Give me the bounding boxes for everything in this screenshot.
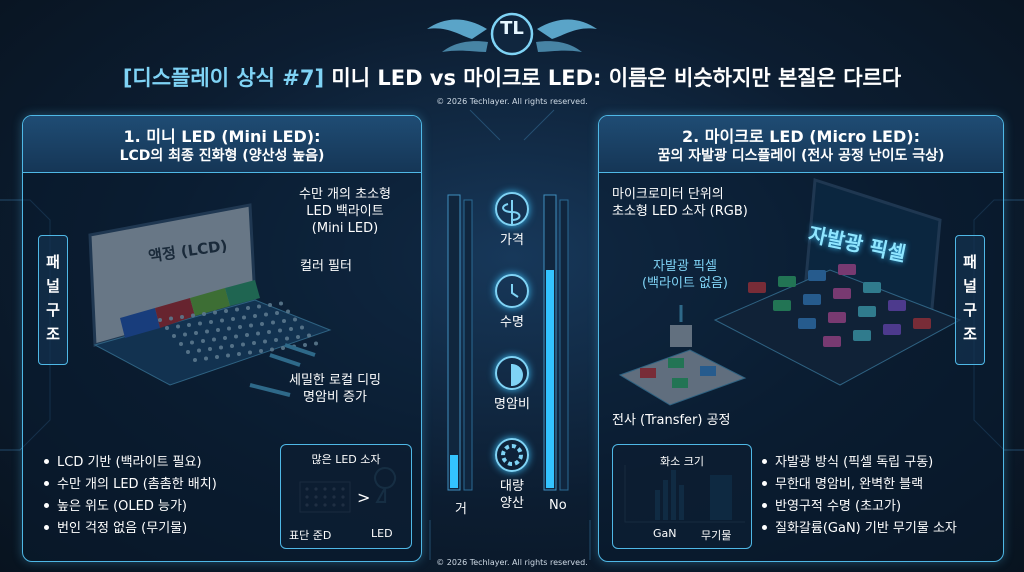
logo (427, 12, 597, 56)
logo-text: TL (500, 18, 524, 39)
bullet-dot (762, 525, 767, 530)
bullet: 자발광 방식 (픽셀 독립 구동) (758, 452, 957, 474)
inset-sign: > (357, 488, 371, 507)
bullet: LCD 기반 (백라이트 필요) (40, 452, 217, 474)
transfer-label: 전사 (Transfer) 공정 (612, 413, 731, 428)
bullet: 반영구적 수명 (초고가) (758, 496, 957, 518)
center-label: 대량 양산 (500, 479, 524, 511)
title: [디스플레이 상식 #7] 미니 LED vs 마이크로 LED: 이름은 비슷… (0, 62, 1024, 92)
bullet: 번인 걱정 없음 (무기물) (40, 518, 217, 540)
gauge-right-label: No (549, 498, 567, 513)
label-line: 마이크로미터 단위의 (612, 187, 724, 202)
label-line: 세밀한 로컬 디밍 (289, 373, 381, 388)
label-line: 초소형 LED 소자 (RGB) (612, 204, 748, 219)
pixel-label: 자발광 픽셀 (백라이트 없음) (625, 258, 745, 292)
bullet-dot (762, 503, 767, 508)
label-line: 자발광 픽셀 (653, 259, 717, 274)
label-line: (백라이트 없음) (641, 276, 729, 291)
label-line: LED 백라이트 (306, 204, 384, 219)
label-line: 수만 개의 초소형 (299, 187, 391, 202)
mini-panel: 1. 미니 LED (Mini LED): LCD의 최종 진화형 (양산성 높… (22, 115, 422, 562)
center-label: 수명 (500, 315, 524, 330)
bullet-text: 번인 걱정 없음 (무기물) (57, 521, 188, 536)
panel-header: 1. 미니 LED (Mini LED): LCD의 최종 진화형 (양산성 높… (23, 116, 421, 173)
micro-panel: 2. 마이크로 LED (Micro LED): 꿈의 자발광 디스플레이 (전… (598, 115, 1004, 562)
bullet-text: 자발광 방식 (픽셀 독립 구동) (775, 455, 934, 470)
bullet: 무한대 명암비, 완벽한 블랙 (758, 474, 957, 496)
mini-inset: 많은 LED 소자 > 표단 준D LED (280, 444, 412, 549)
backlight-label: 수만 개의 초소형 LED 백라이트 (Mini LED) (285, 186, 405, 237)
label-line: (Mini LED) (311, 221, 379, 236)
bullet-text: LCD 기반 (백라이트 필요) (57, 455, 202, 470)
inset-left: GaN (653, 527, 677, 540)
center-label: 가격 (500, 233, 524, 248)
bullet-dot (44, 459, 49, 464)
icon (495, 356, 529, 390)
center-label: 명암비 (494, 397, 530, 412)
bullet-text: 무한대 명암비, 완벽한 블랙 (775, 477, 924, 492)
bullet-text: 수만 개의 LED (촘촘한 배치) (57, 477, 217, 492)
icon (495, 274, 529, 308)
copyright: © 2026 Techlayer. All rights reserved. (436, 97, 588, 106)
panel-subtitle: LCD의 최종 진화형 (양산성 높음) (119, 148, 325, 164)
panel-title: 1. 미니 LED (Mini LED): (123, 127, 321, 146)
bullet-dot (762, 459, 767, 464)
gauges (447, 194, 569, 491)
inset-right: LED (371, 527, 393, 540)
title-text: 미니 LED vs 마이크로 LED: 이름은 비슷하지만 본질은 다르다 (331, 66, 902, 90)
panel-header: 2. 마이크로 LED (Micro LED): 꿈의 자발광 디스플레이 (전… (599, 116, 1003, 173)
panel-title: 2. 마이크로 LED (Micro LED): (682, 127, 920, 146)
bullet-dot (44, 481, 49, 486)
side-label: 패 널 구 조 (38, 235, 68, 365)
mini-bullets: LCD 기반 (백라이트 필요) 수만 개의 LED (촘촘한 배치) 높은 위도 … (40, 452, 217, 540)
bullet: 수만 개의 LED (촘촘한 배치) (40, 474, 217, 496)
icon (495, 438, 529, 472)
footer-copyright: © 2026 Techlayer. All rights reserved. (436, 558, 588, 567)
inset-left: 표단 준D (289, 529, 332, 542)
title-tag: [디스플레이 상식 #7] (122, 66, 325, 90)
panel-subtitle: 꿈의 자발광 디스플레이 (전사 공정 난이도 극상) (657, 148, 945, 164)
micro-inset: 화소 크기 GaN 무기물 (612, 444, 752, 549)
inset-right: 무기물 (701, 529, 732, 542)
bullet-dot (44, 525, 49, 530)
bullet: 질화갈륨(GaN) 기반 무기물 소자 (758, 518, 957, 540)
filter-label: 컬러 필터 (300, 259, 352, 274)
icon (495, 192, 529, 226)
bullet: 높은 위도 (OLED 능가) (40, 496, 217, 518)
inset-title: 많은 LED 소자 (311, 453, 381, 466)
inset-title: 화소 크기 (660, 455, 704, 468)
side-label: 패 널 구 조 (955, 235, 985, 365)
bullet-text: 질화갈륨(GaN) 기반 무기물 소자 (775, 521, 957, 536)
gauge-left-label: 거 (455, 502, 467, 517)
bullet-dot (762, 481, 767, 486)
bullet-text: 높은 위도 (OLED 능가) (57, 499, 187, 514)
label-line: 명암비 증가 (303, 390, 367, 405)
bullet-dot (44, 503, 49, 508)
bullet-text: 반영구적 수명 (초고가) (775, 499, 902, 514)
